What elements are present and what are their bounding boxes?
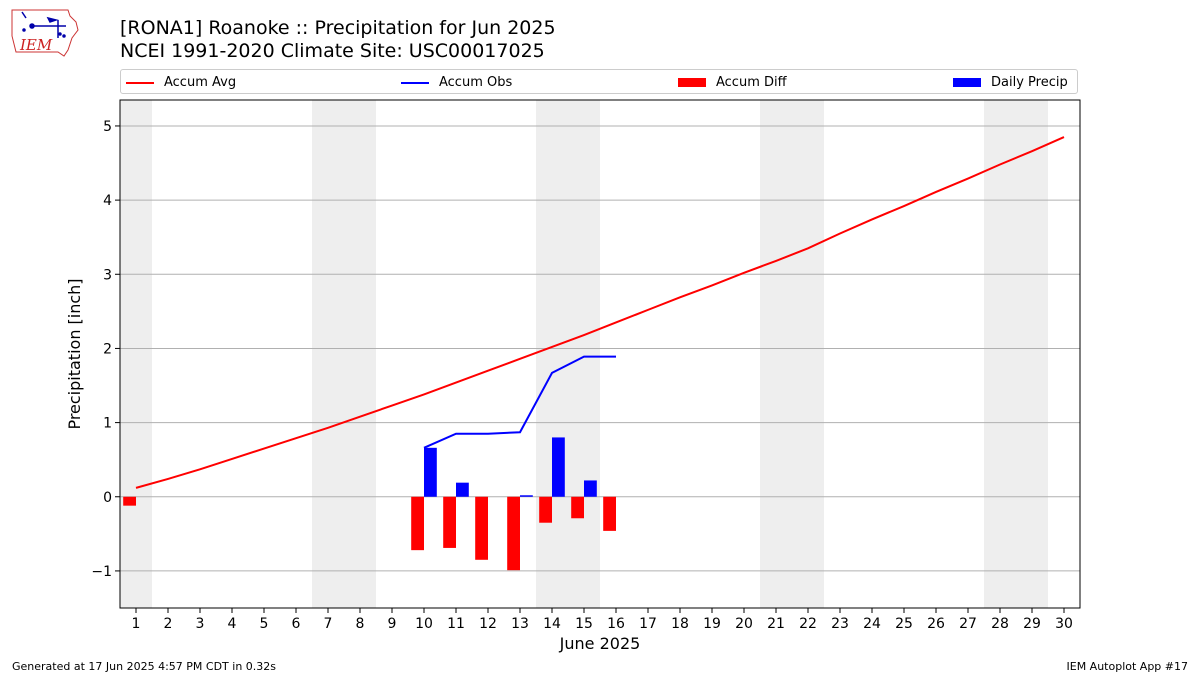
diff-bar-day-12: [475, 496, 488, 560]
x-tick-label-29: 29: [1023, 616, 1041, 632]
x-tick-label-7: 7: [324, 616, 333, 632]
legend-label-accum-obs: Accum Obs: [439, 75, 513, 90]
legend-swatch-accum-avg: [126, 81, 154, 84]
daily-bar-day-11: [456, 482, 469, 497]
diff-bar-day-15: [571, 496, 584, 519]
x-tick-label-21: 21: [767, 616, 785, 632]
legend-swatch-accum-obs: [401, 81, 429, 84]
x-tick-label-2: 2: [164, 616, 173, 632]
x-tick-label-9: 9: [388, 616, 397, 632]
daily-bar-day-10: [424, 447, 437, 497]
weekend-band-0: [120, 100, 152, 608]
chart-subtitle: NCEI 1991-2020 Climate Site: USC00017025: [120, 40, 545, 62]
x-tick-label-13: 13: [511, 616, 529, 632]
x-tick-label-15: 15: [575, 616, 593, 632]
x-tick-label-27: 27: [959, 616, 977, 632]
x-tick-label-14: 14: [543, 616, 561, 632]
x-tick-label-16: 16: [607, 616, 625, 632]
daily-bar-day-13: [520, 495, 533, 497]
diff-bar-day-14: [539, 496, 552, 523]
x-tick-label-26: 26: [927, 616, 945, 632]
footer-app: IEM Autoplot App #17: [1066, 660, 1189, 673]
iowa-outline-icon: [11, 9, 79, 57]
iem-logo: IEM: [11, 9, 79, 57]
y-tick-label-4: 4: [103, 193, 112, 209]
footer-generated: Generated at 17 Jun 2025 4:57 PM CDT in …: [12, 660, 277, 673]
x-tick-label-5: 5: [260, 616, 269, 632]
x-tick-label-11: 11: [447, 616, 465, 632]
accum-avg-line: [135, 136, 1065, 489]
x-tick-label-28: 28: [991, 616, 1009, 632]
x-tick-label-8: 8: [356, 616, 365, 632]
x-tick-label-24: 24: [863, 616, 881, 632]
y-tick-label-5: 5: [103, 119, 112, 135]
y-tick-label-2: 2: [103, 341, 112, 357]
weekend-band-1: [312, 100, 376, 608]
x-tick-label-10: 10: [415, 616, 433, 632]
daily-bar-day-15: [584, 480, 597, 497]
legend-label-accum-avg: Accum Avg: [164, 75, 237, 90]
x-tick-label-17: 17: [639, 616, 657, 632]
y-tick-label--1: −1: [91, 564, 112, 580]
logo-text: IEM: [19, 36, 53, 54]
legend-item-accum-diff: Accum Diff: [678, 74, 787, 91]
diff-bar-day-10: [411, 496, 424, 551]
diff-bar-day-1: [123, 496, 136, 506]
weekend-band-3: [760, 100, 824, 608]
x-tick-label-30: 30: [1055, 616, 1073, 632]
legend: Accum Avg Accum Obs Accum Diff Daily Pre…: [120, 69, 1078, 94]
x-tick-label-12: 12: [479, 616, 497, 632]
x-tick-label-18: 18: [671, 616, 689, 632]
diff-bar-day-11: [443, 496, 456, 548]
weekend-band-4: [984, 100, 1048, 608]
legend-swatch-daily-precip: [953, 78, 981, 87]
x-tick-label-19: 19: [703, 616, 721, 632]
y-tick-label-1: 1: [103, 416, 112, 432]
daily-bar-day-14: [552, 437, 565, 497]
weekend-band-2: [536, 100, 600, 608]
x-tick-label-6: 6: [292, 616, 301, 632]
x-tick-label-1: 1: [132, 616, 141, 632]
legend-label-daily-precip: Daily Precip: [991, 75, 1068, 90]
x-tick-label-23: 23: [831, 616, 849, 632]
chart-title: [RONA1] Roanoke :: Precipitation for Jun…: [120, 17, 556, 39]
accum-obs-line: [423, 355, 616, 449]
weather-station-icon: [21, 11, 66, 38]
diff-bar-day-13: [507, 496, 520, 571]
legend-item-daily-precip: Daily Precip: [953, 74, 1068, 91]
legend-item-accum-obs: Accum Obs: [401, 74, 512, 91]
legend-item-accum-avg: Accum Avg: [126, 74, 236, 91]
y-tick-label-3: 3: [103, 267, 112, 283]
legend-label-accum-diff: Accum Diff: [716, 75, 787, 90]
legend-swatch-accum-diff: [678, 78, 706, 87]
x-tick-label-22: 22: [799, 616, 817, 632]
plot-frame: [119, 99, 1081, 609]
y-tick-label-0: 0: [103, 490, 112, 506]
x-tick-label-20: 20: [735, 616, 753, 632]
y-axis-label: Precipitation [inch]: [65, 278, 84, 429]
x-tick-label-4: 4: [228, 616, 237, 632]
x-tick-label-3: 3: [196, 616, 205, 632]
x-tick-label-25: 25: [895, 616, 913, 632]
x-axis-label: June 2025: [559, 634, 641, 653]
diff-bar-day-16: [603, 496, 616, 531]
